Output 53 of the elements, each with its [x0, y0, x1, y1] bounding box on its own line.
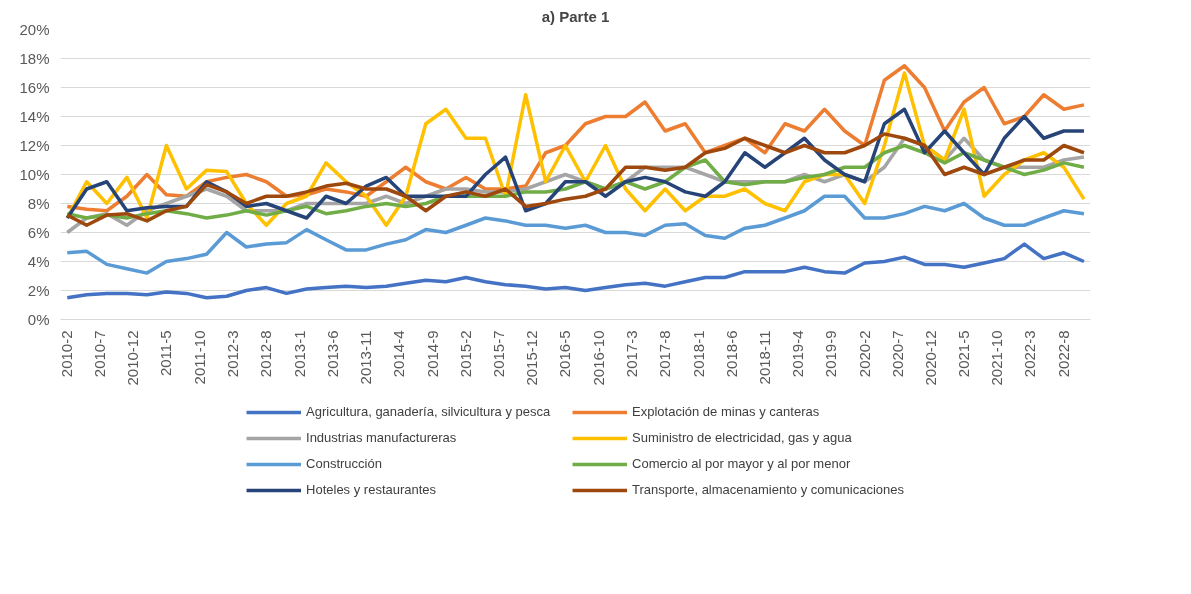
x-tick-label: 2015-7	[489, 330, 507, 378]
y-tick-label: 16%	[19, 79, 50, 96]
x-tick-label: 2019-9	[822, 330, 840, 378]
legend-label: Explotación de minas y canteras	[632, 404, 821, 419]
y-tick-label: 12%	[19, 137, 50, 154]
x-tick-label: 2010-7	[91, 330, 109, 378]
y-tick-label: 4%	[27, 253, 50, 270]
x-tick-label: 2017-8	[656, 330, 674, 378]
y-tick-label: 0%	[27, 311, 50, 328]
x-tick-label: 2020-2	[855, 330, 873, 378]
x-tick-label: 2013-6	[323, 330, 341, 378]
y-tick-label: 8%	[27, 195, 50, 212]
legend-label: Transporte, almacenamiento y comunicaciones	[632, 482, 904, 497]
x-tick-label: 2020-7	[888, 330, 906, 378]
line-series	[65, 194, 1086, 275]
y-tick-label: 6%	[27, 224, 50, 241]
x-tick-label: 2015-12	[523, 330, 541, 386]
x-tick-label: 2010-2	[58, 330, 76, 378]
x-tick-label: 2011-5	[157, 330, 175, 377]
x-tick-label: 2021-5	[955, 330, 973, 378]
y-tick-label: 18%	[19, 50, 50, 67]
y-tick-label: 2%	[27, 282, 50, 299]
y-tick-label: 14%	[19, 108, 50, 125]
x-tick-label: 2022-3	[1021, 330, 1039, 378]
legend-label: Agricultura, ganadería, silvicultura y pesca	[306, 404, 552, 419]
x-tick-label: 2018-6	[722, 330, 740, 378]
y-tick-label: 20%	[19, 21, 50, 38]
x-tick-label: 2011-10	[190, 330, 208, 385]
x-tick-label: 2022-8	[1054, 330, 1072, 378]
x-tick-label: 2014-9	[423, 330, 441, 378]
x-tick-label: 2017-3	[622, 330, 640, 378]
legend-label: Hoteles y restaurantes	[306, 482, 438, 497]
legend-label: Industrias manufactureras	[306, 430, 458, 445]
x-tick-label: 2012-3	[224, 330, 241, 378]
x-tick-label: 2018-1	[689, 330, 707, 378]
x-tick-label: 2015-2	[456, 330, 474, 378]
x-tick-label: 2020-12	[922, 330, 940, 386]
x-tick-label: 2013-11	[357, 330, 375, 385]
legend-label: Suministro de electricidad, gas y agua	[632, 430, 853, 445]
x-tick-label: 2014-4	[390, 330, 408, 378]
x-tick-label: 2013-1	[290, 330, 308, 378]
legend-label: Construcción	[306, 456, 383, 471]
x-tick-label: 2021-10	[988, 330, 1006, 386]
x-tick-label: 2012-8	[257, 330, 275, 378]
line-series	[65, 242, 1086, 300]
x-tick-label: 2016-10	[589, 330, 607, 386]
x-tick-label: 2010-12	[124, 330, 142, 386]
y-tick-label: 10%	[19, 166, 50, 183]
chart-title: a) Parte 1	[541, 7, 610, 25]
x-tick-label: 2019-4	[788, 330, 806, 378]
legend-label: Comercio al por mayor y al por menor	[632, 456, 852, 471]
x-tick-label: 2018-11	[755, 330, 773, 385]
x-tick-label: 2016-5	[556, 330, 574, 378]
